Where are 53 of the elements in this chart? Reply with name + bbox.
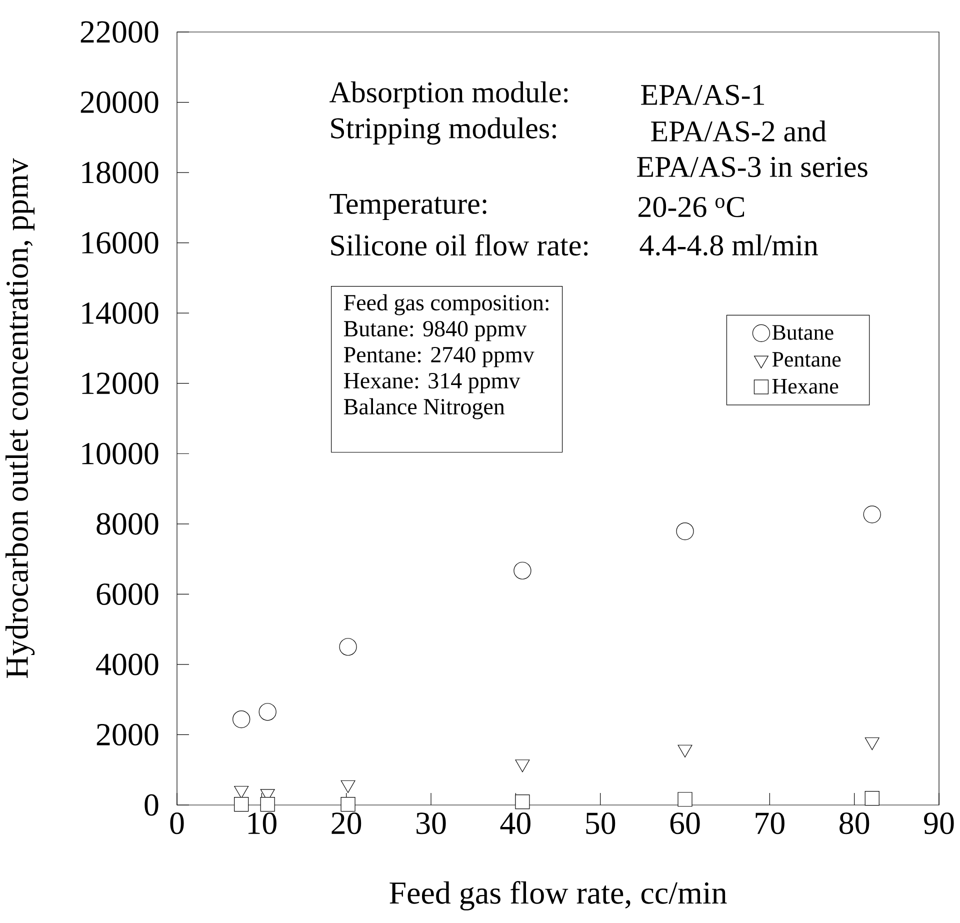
x-tick-label: 30 (416, 812, 446, 834)
annotation: EPA/AS-2 and (651, 120, 826, 142)
annotation: Balance Nitrogen (344, 398, 505, 420)
y-tick-label: 20000 (80, 91, 158, 114)
y-tick-label: 12000 (82, 372, 158, 394)
x-tick-label: 40 (500, 812, 530, 834)
annotation: Temperature: (330, 194, 486, 220)
point (676, 522, 694, 540)
annotation: Hexane: 314 ppmv (344, 373, 520, 394)
annotation: 4.4-4.8 ml/min (640, 234, 818, 256)
y-axis-title: Hydrocarbon outlet concentration, ppmv (6, 158, 35, 678)
x-tick-label: 90 (924, 812, 954, 834)
point (232, 710, 250, 728)
annotation: Absorption module: (330, 81, 568, 109)
y-tick-label: 6000 (96, 583, 158, 605)
legend-label: Butane (772, 325, 834, 340)
y-tick-label: 2000 (96, 724, 158, 746)
point (864, 791, 880, 806)
x-tick-label: 20 (332, 812, 362, 834)
legend-label: Pentane (772, 352, 841, 367)
annotation: Stripping modules: (331, 117, 556, 145)
y-tick-label: 0 (144, 794, 158, 816)
x-tick-label: 60 (670, 812, 700, 834)
annotation: Silicone oil flow rate: (331, 234, 588, 256)
annotation: Butane: 9840 ppmv (344, 320, 527, 342)
x-tick-label: 50 (586, 812, 616, 834)
annotation: Feed gas composition: (344, 294, 548, 316)
x-axis-title: Feed gas flow rate, cc/min (390, 881, 727, 910)
y-tick-label: 8000 (96, 513, 158, 535)
x-tick-label: 70 (756, 812, 784, 834)
point (339, 638, 357, 656)
x-tick-label: 10 (248, 812, 276, 834)
point (340, 796, 356, 812)
point (260, 796, 275, 812)
y-tick-label: 16000 (82, 232, 158, 254)
legend-label: Hexane (772, 379, 838, 394)
annotation: EPA/AS-1 (641, 84, 764, 106)
y-tick-label: 14000 (82, 302, 158, 324)
point (514, 562, 532, 580)
annotation: 20-26 $^{o}$C (638, 196, 744, 218)
annotation: Pentane: 2740 ppmv (344, 346, 534, 368)
x-tick-label: 80 (840, 812, 870, 834)
point (258, 703, 276, 721)
x-tick-label: 0 (170, 812, 184, 834)
y-tick-label: 10000 (82, 442, 158, 464)
y-tick-label: 22000 (80, 21, 158, 43)
y-tick-label: 4000 (96, 654, 158, 676)
point (678, 792, 692, 807)
point (515, 794, 530, 810)
annotation: EPA/AS-3 in series (637, 156, 868, 178)
point (234, 796, 249, 812)
point (863, 506, 881, 524)
y-tick-label: 18000 (82, 162, 158, 184)
